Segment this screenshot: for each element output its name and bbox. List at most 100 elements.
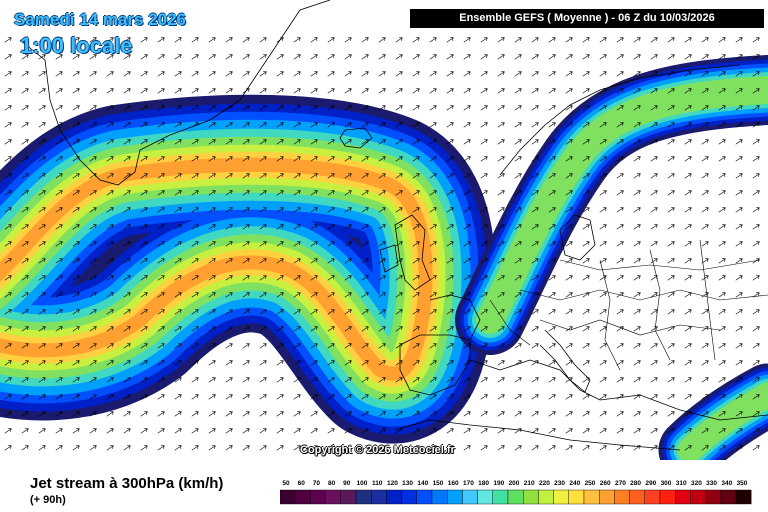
wind-arrow <box>735 105 743 111</box>
wind-arrow <box>72 173 80 179</box>
wind-arrow <box>752 292 760 298</box>
wind-arrow <box>412 156 420 162</box>
wind-arrow <box>752 428 760 434</box>
wind-arrow <box>446 428 454 434</box>
wind-arrow <box>310 326 318 332</box>
wind-arrow <box>514 428 522 434</box>
wind-arrow <box>225 54 233 60</box>
wind-arrow <box>55 241 63 247</box>
wind-arrow <box>531 224 539 230</box>
wind-arrow <box>259 394 267 400</box>
wind-arrow <box>412 139 420 145</box>
wind-arrow <box>191 326 199 332</box>
wind-arrow <box>4 377 12 383</box>
wind-arrow <box>327 71 335 77</box>
wind-arrow <box>599 394 607 400</box>
wind-arrow <box>633 224 641 230</box>
wind-arrow <box>548 445 556 451</box>
wind-arrow <box>650 156 658 162</box>
color-scale-legend: 50 60 70 80 90 100 110 120 130 140 150 160 170 180 190… <box>280 480 752 505</box>
wind-arrow <box>752 309 760 315</box>
wind-arrow <box>361 445 369 451</box>
wind-arrow <box>684 122 692 128</box>
wind-arrow <box>327 360 335 366</box>
wind-arrow <box>55 394 63 400</box>
wind-arrow <box>752 156 760 162</box>
wind-arrow <box>463 139 471 145</box>
wind-arrow <box>293 411 301 417</box>
wind-arrow <box>531 445 539 451</box>
wind-arrow <box>650 173 658 179</box>
wind-arrow <box>38 173 46 179</box>
wind-arrow <box>718 309 726 315</box>
wind-arrow <box>38 411 46 417</box>
wind-arrow <box>38 88 46 94</box>
wind-arrow <box>633 394 641 400</box>
wind-arrow <box>429 156 437 162</box>
wind-arrow <box>480 190 488 196</box>
wind-arrow <box>55 343 63 349</box>
wind-arrow <box>412 309 420 315</box>
wind-arrow <box>735 37 743 43</box>
wind-arrow <box>89 241 97 247</box>
wind-arrow <box>718 428 726 434</box>
wind-arrow <box>429 173 437 179</box>
wind-arrow <box>310 241 318 247</box>
wind-arrow <box>310 37 318 43</box>
wind-arrow <box>701 54 709 60</box>
wind-arrow <box>701 326 709 332</box>
wind-arrow <box>718 292 726 298</box>
wind-arrow <box>259 156 267 162</box>
wind-arrow <box>548 88 556 94</box>
wind-arrow <box>21 54 29 60</box>
wind-arrow <box>55 258 63 264</box>
wind-arrow <box>242 241 250 247</box>
wind-arrow <box>480 54 488 60</box>
wind-arrow <box>89 275 97 281</box>
wind-arrow <box>463 411 471 417</box>
wind-arrow <box>259 88 267 94</box>
wind-arrow <box>667 309 675 315</box>
wind-arrow <box>208 292 216 298</box>
wind-arrow <box>21 360 29 366</box>
wind-arrow <box>89 71 97 77</box>
wind-arrow <box>599 241 607 247</box>
wind-arrow <box>208 71 216 77</box>
wind-arrow <box>565 88 573 94</box>
wind-arrow <box>140 326 148 332</box>
wind-arrow <box>89 37 97 43</box>
wind-arrow <box>735 343 743 349</box>
legend-swatch <box>370 489 387 505</box>
wind-arrow <box>701 377 709 383</box>
wind-arrow <box>565 411 573 417</box>
wind-arrow <box>497 190 505 196</box>
wind-arrow <box>310 445 318 451</box>
wind-arrow <box>701 190 709 196</box>
wind-arrow <box>378 224 386 230</box>
wind-arrow <box>89 292 97 298</box>
wind-arrow <box>650 292 658 298</box>
wind-arrow <box>718 105 726 111</box>
mediterranean-coast <box>469 359 768 421</box>
wind-arrow <box>752 326 760 332</box>
wind-arrow <box>514 326 522 332</box>
wind-arrow <box>310 275 318 281</box>
wind-arrow <box>140 224 148 230</box>
wind-arrow <box>514 411 522 417</box>
wind-arrow <box>191 105 199 111</box>
wind-arrow <box>667 258 675 264</box>
wind-arrow <box>72 445 80 451</box>
wind-arrow <box>497 292 505 298</box>
wind-arrow <box>327 190 335 196</box>
wind-arrow <box>582 343 590 349</box>
wind-arrow <box>480 156 488 162</box>
wind-arrow <box>259 445 267 451</box>
wind-arrow <box>446 411 454 417</box>
wind-arrow <box>582 139 590 145</box>
wind-arrow <box>140 241 148 247</box>
wind-arrow <box>38 326 46 332</box>
wind-arrow <box>174 190 182 196</box>
wind-arrow <box>480 37 488 43</box>
wind-arrow <box>55 292 63 298</box>
wind-arrow <box>21 377 29 383</box>
